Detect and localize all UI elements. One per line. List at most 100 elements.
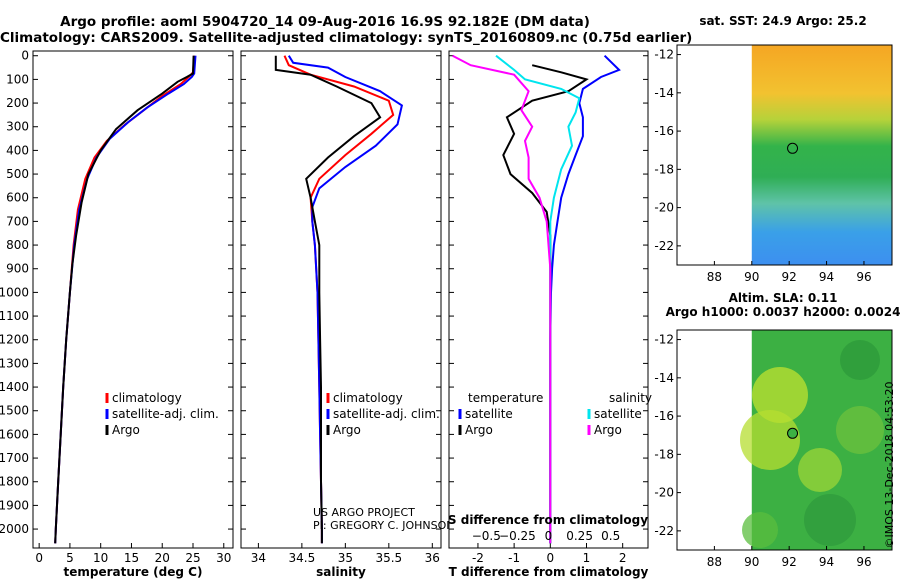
x-tick-label: -1 [508, 551, 520, 565]
sal-legend-0: climatology [333, 391, 403, 405]
x-tick-label: 20 [155, 551, 170, 565]
x-tick-label: 34 [251, 551, 266, 565]
diff-legend-ssat: satellite [594, 407, 642, 421]
x-tick-label: 30 [216, 551, 231, 565]
depth-tick-label: 0 [21, 49, 29, 63]
map-x-tick-label: 96 [856, 270, 871, 284]
sla_map-frame [676, 329, 893, 551]
series-line-s-argo [452, 54, 552, 544]
sla-blob [804, 494, 856, 546]
sst_map-panel [676, 44, 893, 266]
x-tick-label: 35 [338, 551, 353, 565]
x-tick-label: 5 [66, 551, 74, 565]
sla-blob [836, 406, 884, 454]
map-y-tick-label: -22 [654, 239, 674, 253]
x-tick-label: 10 [93, 551, 108, 565]
temp-legend-0: climatology [112, 391, 182, 405]
map-y-tick-label: -20 [654, 201, 674, 215]
differences-panel [448, 50, 649, 549]
map-y-tick-label: -20 [654, 486, 674, 500]
sla-blob [798, 448, 842, 492]
sla_map-panel [676, 329, 893, 551]
sal-legend-1: satellite-adj. clim. [333, 407, 440, 421]
depth-tick-label: 1400 [0, 380, 29, 394]
x-tick-label: 15 [124, 551, 139, 565]
map-x-tick-label: 88 [707, 555, 722, 569]
depth-tick-label: 1500 [0, 404, 29, 418]
sal-legend-argo: Argo [333, 423, 361, 437]
differences-frame [448, 50, 649, 549]
x-tick-label: 34.5 [289, 551, 316, 565]
x-tick-label: 36 [425, 551, 440, 565]
temp-legend-1: satellite-adj. clim. [112, 407, 219, 421]
map-y-tick-label: -16 [654, 124, 674, 138]
x-tick-label: 0 [35, 551, 43, 565]
imos-credit: ©IMOS 13-Dec-2018 04:53:20 [883, 382, 896, 549]
depth-tick-label: 1800 [0, 475, 29, 489]
project-label: US ARGO PROJECT [313, 506, 415, 519]
float-position-marker [787, 142, 799, 154]
map-y-tick-label: -14 [654, 371, 674, 385]
map-y-tick-label: -12 [654, 48, 674, 62]
map-x-tick-label: 90 [744, 270, 759, 284]
differences-xlabel: T difference from climatology [449, 565, 649, 579]
series-line-satellite-adj-clim- [287, 55, 404, 544]
map-y-tick-label: -18 [654, 162, 674, 176]
depth-tick-label: 900 [6, 262, 29, 276]
sla-map-title: Altim. SLA: 0.11 [729, 291, 838, 305]
salinity-xlabel: salinity [316, 565, 366, 579]
diff-legend-targo: Argo [465, 423, 493, 437]
s-tick-label: −0.25 [499, 529, 536, 543]
depth-tick-label: 1900 [0, 498, 29, 512]
map-x-tick-label: 94 [819, 270, 834, 284]
depth-tick-label: 1000 [0, 285, 29, 299]
s-tick-label: 0.25 [566, 529, 593, 543]
diff-legend-sal-title: salinity [609, 391, 652, 405]
diff-xlabel-top: S difference from climatology [448, 513, 648, 527]
temperature-panel [32, 50, 234, 549]
figure-title-line1: Argo profile: aoml 5904720_14 09-Aug-201… [60, 14, 590, 30]
x-tick-label: -2 [472, 551, 484, 565]
sst_map-frame [676, 44, 893, 266]
sst-map-title: sat. SST: 24.9 Argo: 25.2 [699, 14, 866, 28]
salinity-frame [240, 50, 442, 549]
x-tick-label: 2 [619, 551, 627, 565]
sla-blob [742, 512, 778, 548]
sla-blob [752, 367, 808, 423]
sla-blob [840, 340, 880, 380]
map-x-tick-label: 96 [856, 555, 871, 569]
s-tick-label: −0.5 [472, 529, 501, 543]
depth-tick-label: 100 [6, 72, 29, 86]
map-x-tick-label: 90 [744, 555, 759, 569]
temperature-frame [32, 50, 234, 549]
depth-tick-label: 2000 [0, 522, 29, 536]
diff-legend-temp-title: temperature [468, 391, 543, 405]
x-tick-label: 1 [583, 551, 591, 565]
map-y-tick-label: -22 [654, 524, 674, 538]
series-line-argo [54, 55, 195, 544]
depth-tick-label: 500 [6, 167, 29, 181]
temp-legend-2: Argo [112, 423, 140, 437]
diff-legend-sargo: Argo [594, 423, 622, 437]
map-x-tick-label: 92 [782, 270, 797, 284]
s-tick-label: 0 [545, 529, 553, 543]
map-x-tick-label: 92 [782, 555, 797, 569]
x-tick-label: 35.5 [375, 551, 402, 565]
depth-tick-label: 1200 [0, 333, 29, 347]
map-x-tick-label: 88 [707, 270, 722, 284]
depth-tick-label: 800 [6, 238, 29, 252]
s-tick-label: 0.5 [601, 529, 620, 543]
depth-tick-label: 1600 [0, 427, 29, 441]
temperature-xlabel: temperature (deg C) [64, 565, 203, 579]
depth-tick-label: 1700 [0, 451, 29, 465]
diff-legend-tsat: satellite [465, 407, 513, 421]
salinity-panel [240, 50, 442, 549]
pi-label: PI: GREGORY C. JOHNSON [313, 519, 454, 532]
depth-tick-label: 1100 [0, 309, 29, 323]
map-y-tick-label: -12 [654, 333, 674, 347]
sst-field [751, 45, 892, 265]
depth-tick-label: 1300 [0, 356, 29, 370]
float-position-marker [787, 427, 799, 439]
depth-tick-label: 300 [6, 120, 29, 134]
